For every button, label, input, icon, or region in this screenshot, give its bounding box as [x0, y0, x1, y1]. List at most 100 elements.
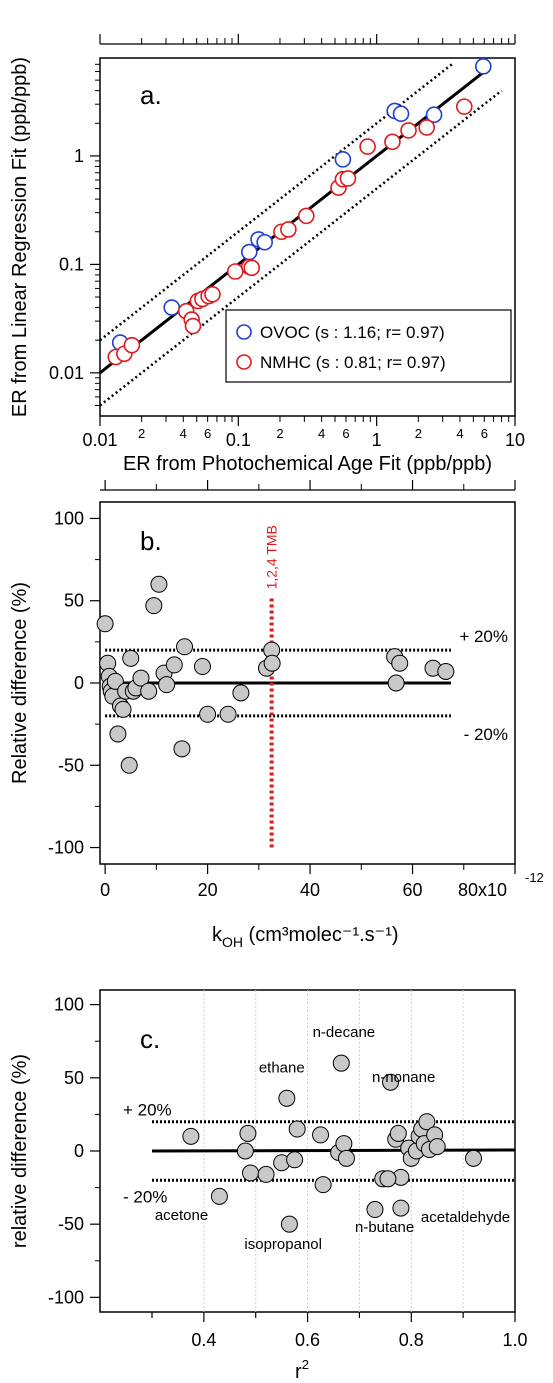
- y-major-tick-label: 1: [74, 146, 84, 166]
- data-point: [387, 674, 405, 692]
- x-tick-label: 20: [198, 880, 218, 900]
- data-point: [391, 654, 409, 672]
- point-annotation: ethane: [259, 1059, 305, 1076]
- reference-line-0.5x: [99, 89, 503, 407]
- data-point: [193, 658, 211, 676]
- nmhc-data-point: [184, 317, 202, 335]
- x-axis-title-main: r: [295, 1361, 302, 1383]
- data-point: [288, 1120, 306, 1138]
- nmhc-data-point: [384, 133, 401, 151]
- data-point: [263, 654, 281, 672]
- x-minor-tick-label: 4: [318, 426, 325, 441]
- y-tick-label: -100: [48, 1287, 84, 1307]
- x-tick-label: 0.8: [399, 1330, 424, 1350]
- data-point: [120, 756, 138, 774]
- y-major-tick-label: 0.01: [49, 363, 84, 383]
- data-point: [199, 705, 217, 723]
- nmhc-data-point: [226, 263, 244, 280]
- y-tick-label: 50: [64, 1068, 84, 1088]
- threshold-label: - 20%: [123, 1187, 167, 1206]
- ovoc-data-point: [163, 299, 181, 316]
- x-minor-tick-label: 4: [456, 426, 463, 441]
- x-minor-tick-label: 2: [138, 426, 145, 441]
- data-point: [165, 656, 183, 674]
- data-point: [286, 1151, 304, 1169]
- ovoc-data-point: [240, 243, 258, 261]
- data-point: [242, 1164, 260, 1182]
- ovoc-data-point: [425, 106, 443, 124]
- legend-marker: [236, 324, 252, 340]
- data-point: [114, 700, 132, 718]
- x-axis-title-superscript: 2: [302, 1357, 309, 1372]
- point-annotation: isopropanol: [244, 1236, 322, 1253]
- panel-a-scatter-chart: 0.01 0.1 1 10 2 4 6 2 4 6 2 4 6 0.01 0.1 1 OVOC (s : 1.1…: [9, 34, 525, 475]
- data-point: [239, 1124, 257, 1142]
- y-tick-label: 0: [74, 673, 84, 693]
- point-annotation: acetaldehyde: [421, 1209, 510, 1226]
- threshold-label: - 20%: [464, 725, 508, 744]
- x-tick-label: 1.0: [502, 1330, 527, 1350]
- y-tick-label: -50: [58, 1214, 84, 1234]
- nmhc-data-point: [418, 119, 436, 136]
- plot-frame: [99, 57, 516, 417]
- panel-letter-a: a.: [140, 80, 162, 110]
- data-point: [219, 705, 237, 723]
- data-point: [335, 1135, 353, 1153]
- nmhc-data-point: [204, 285, 221, 303]
- data-point: [182, 1127, 200, 1145]
- legend-label: OVOC (s : 1.16; r= 0.97): [260, 323, 445, 342]
- data-point: [437, 662, 455, 680]
- x-minor-tick-label: 4: [180, 426, 187, 441]
- data-point: [145, 597, 163, 615]
- x-axis-title-main: k: [212, 924, 223, 946]
- ovoc-data-point: [256, 233, 273, 251]
- y-tick-label: -50: [58, 755, 84, 775]
- data-point: [278, 1089, 296, 1107]
- data-point: [257, 1165, 275, 1183]
- x-tick-label: 40: [300, 880, 320, 900]
- y-tick-label: 100: [54, 508, 84, 528]
- data-point: [428, 1138, 446, 1156]
- data-point: [150, 575, 168, 593]
- data-point: [312, 1126, 330, 1144]
- y-axis-title: relative difference (%): [9, 1054, 31, 1248]
- data-point: [314, 1176, 332, 1194]
- data-point: [337, 1149, 355, 1167]
- point-annotation: n-butane: [355, 1219, 414, 1236]
- legend: OVOC (s : 1.16; r= 0.97) NMHC (s : 0.81; …: [225, 309, 512, 383]
- data-point: [158, 676, 176, 694]
- data-point: [122, 649, 140, 667]
- data-point: [132, 669, 150, 687]
- data-point: [389, 1124, 407, 1142]
- data-point: [109, 725, 127, 743]
- data-point: [418, 1113, 436, 1131]
- panel-letter-b: b.: [140, 526, 162, 556]
- y-axis-title: ER from Linear Regression Fit (ppb/ppb): [9, 57, 31, 417]
- legend-label: NMHC (s : 0.81; r= 0.97): [260, 353, 446, 372]
- x-exponent-label: 80x10: [458, 880, 507, 900]
- x-minor-tick-label: 6: [342, 426, 349, 441]
- data-point: [210, 1187, 228, 1205]
- x-axis-title: r2: [295, 1357, 309, 1383]
- x-tick-label: 0.6: [295, 1330, 320, 1350]
- data-point: [140, 682, 158, 700]
- x-minor-tick-label: 2: [415, 426, 422, 441]
- data-point: [236, 1142, 254, 1160]
- x-major-tick-label: 0.1: [226, 430, 251, 450]
- point-annotation: n-decane: [313, 1024, 376, 1041]
- tmb-label: 1,2,4 TMB: [264, 525, 280, 589]
- data-point: [332, 1054, 350, 1072]
- y-tick-label: 50: [64, 591, 84, 611]
- data-point: [379, 1170, 397, 1188]
- x-axis-title-units: (cm³molec⁻¹.s⁻¹): [243, 924, 399, 946]
- nmhc-data-point: [243, 259, 261, 277]
- data-point: [392, 1199, 410, 1217]
- ovoc-data-point: [392, 105, 410, 123]
- x-exponent-superscript: -12: [525, 870, 544, 885]
- x-axis-title: kOH (cm³molec⁻¹.s⁻¹): [212, 924, 399, 950]
- x-tick-label: 0.4: [191, 1330, 216, 1350]
- x-tick-label: 60: [403, 880, 423, 900]
- data-point: [280, 1215, 298, 1233]
- x-minor-tick-label: 6: [204, 426, 211, 441]
